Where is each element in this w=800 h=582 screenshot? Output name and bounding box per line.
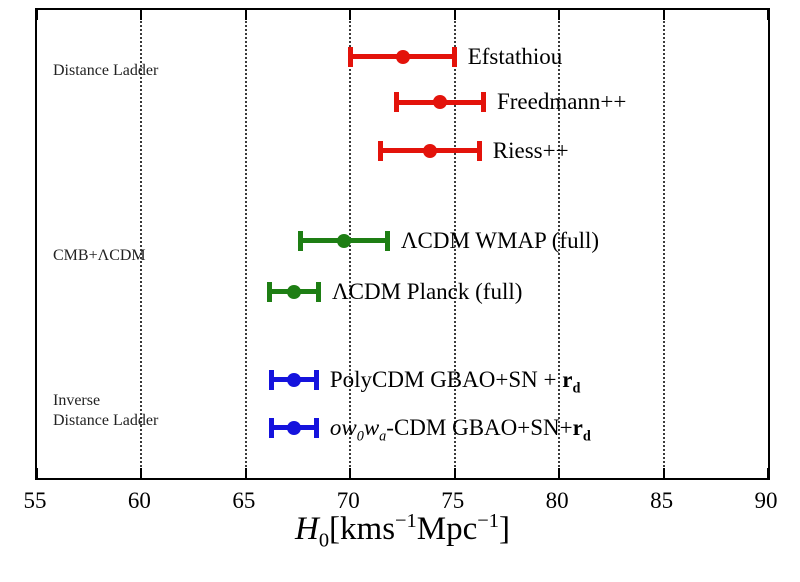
group-label-distance-ladder: Distance Ladder	[53, 61, 158, 81]
errorbar-cap-left	[377, 140, 383, 161]
data-point-marker	[337, 233, 352, 248]
point-label-freedmann: Freedmann++	[497, 88, 626, 116]
errorbar-cap-right	[313, 369, 319, 390]
text-segment: 0	[318, 529, 330, 552]
gridline-85	[662, 10, 665, 478]
x-tick-top-90	[767, 10, 769, 20]
text-segment: r	[572, 414, 583, 440]
group-label-line: Distance Ladder	[53, 411, 159, 429]
point-label-lcdm-planck-full: ΛCDM Planck (full)	[332, 278, 522, 306]
text-segment: PolyCDM GBAO+SN +	[329, 366, 563, 392]
data-point-marker	[395, 49, 410, 64]
point-label-riess: Riess++	[493, 137, 569, 165]
text-segment: Riess++	[492, 137, 569, 163]
x-tick-top-60	[140, 10, 143, 20]
text-segment: d	[582, 428, 591, 445]
gridline-80	[558, 10, 561, 478]
x-tick-top-55	[36, 10, 38, 20]
text-segment: a	[379, 428, 387, 445]
x-tick-label-80: 80	[545, 488, 569, 513]
text-segment: o	[329, 414, 342, 440]
text-segment: H	[294, 511, 319, 547]
group-label-cmb-lcdm: CMB+ΛCDM	[53, 246, 146, 266]
group-label-line: CMB+ΛCDM	[53, 246, 146, 264]
data-point-marker	[286, 372, 301, 387]
data-point-marker	[433, 95, 448, 110]
x-axis-title: H0[kms−1Mpc−1]	[35, 510, 770, 553]
x-tick-label-70: 70	[336, 488, 360, 513]
group-label-inverse-distance-ladder: Inverse Distance Ladder	[53, 391, 158, 431]
x-tick-55	[36, 468, 38, 478]
errorbar-cap-right	[476, 140, 482, 161]
text-segment: [kms	[329, 511, 396, 547]
errorbar-cap-right	[315, 281, 321, 302]
text-segment: d	[572, 380, 581, 397]
errorbar-cap-left	[268, 369, 274, 390]
x-tick-label-65: 65	[232, 488, 256, 513]
errorbar-cap-left	[266, 281, 272, 302]
x-tick-75	[453, 468, 456, 478]
x-tick-80	[558, 468, 561, 478]
text-segment: ΛCDM WMAP (full)	[400, 227, 600, 253]
group-label-line: Distance Ladder	[53, 62, 159, 80]
group-label-line: Inverse	[53, 391, 101, 409]
x-tick-top-70	[349, 10, 352, 20]
text-segment: Efstathiou	[467, 43, 563, 69]
point-label-efstathiou: Efstathiou	[468, 43, 563, 71]
text-segment: w	[341, 414, 357, 440]
errorbar-cap-left	[348, 46, 354, 67]
x-tick-90	[767, 468, 769, 478]
data-point-marker	[286, 420, 301, 435]
text-segment: −1	[395, 510, 417, 532]
x-tick-top-65	[244, 10, 247, 20]
x-tick-60	[140, 468, 143, 478]
x-tick-label-85: 85	[650, 488, 674, 513]
text-segment: −1	[477, 510, 500, 532]
point-label-ow0wa-cdm-gbao-sn-rd: ow0wa-CDM GBAO+SN+rd	[330, 414, 591, 451]
gridline-65	[244, 10, 247, 478]
errorbar-cap-left	[394, 92, 400, 113]
errorbar-cap-left	[298, 230, 304, 251]
text-segment: ]	[499, 511, 511, 547]
errorbar-cap-right	[313, 417, 319, 438]
x-tick-label-55: 55	[23, 488, 47, 513]
data-point-marker	[422, 143, 437, 158]
text-segment: -CDM GBAO+SN+	[386, 414, 573, 440]
errorbar-cap-right	[384, 230, 390, 251]
point-label-lcdm-wmap-full: ΛCDM WMAP (full)	[401, 227, 599, 255]
text-segment: ΛCDM Planck (full)	[331, 278, 523, 304]
errorbar-cap-right	[480, 92, 486, 113]
x-tick-85	[662, 468, 665, 478]
x-tick-top-80	[558, 10, 561, 20]
text-segment: Mpc	[416, 511, 478, 547]
x-tick-top-85	[662, 10, 665, 20]
errorbar-cap-left	[268, 417, 274, 438]
x-tick-70	[349, 468, 352, 478]
x-tick-label-75: 75	[441, 488, 465, 513]
gridline-60	[140, 10, 143, 478]
x-tick-label-90: 90	[754, 488, 778, 513]
text-segment: 0	[356, 428, 364, 445]
text-segment: Freedmann++	[496, 89, 627, 115]
text-segment: w	[363, 414, 380, 440]
x-tick-label-60: 60	[127, 488, 151, 513]
x-tick-top-75	[453, 10, 456, 20]
errorbar-cap-right	[451, 46, 457, 67]
x-tick-65	[244, 468, 247, 478]
plot-area: Distance Ladder CMB+ΛCDM Inverse Distance L…	[35, 8, 770, 480]
gridline-75	[453, 10, 456, 478]
text-segment: r	[562, 366, 573, 392]
data-point-marker	[286, 284, 301, 299]
point-label-polycdm-gbao-sn-rd: PolyCDM GBAO+SN + rd	[330, 366, 581, 403]
